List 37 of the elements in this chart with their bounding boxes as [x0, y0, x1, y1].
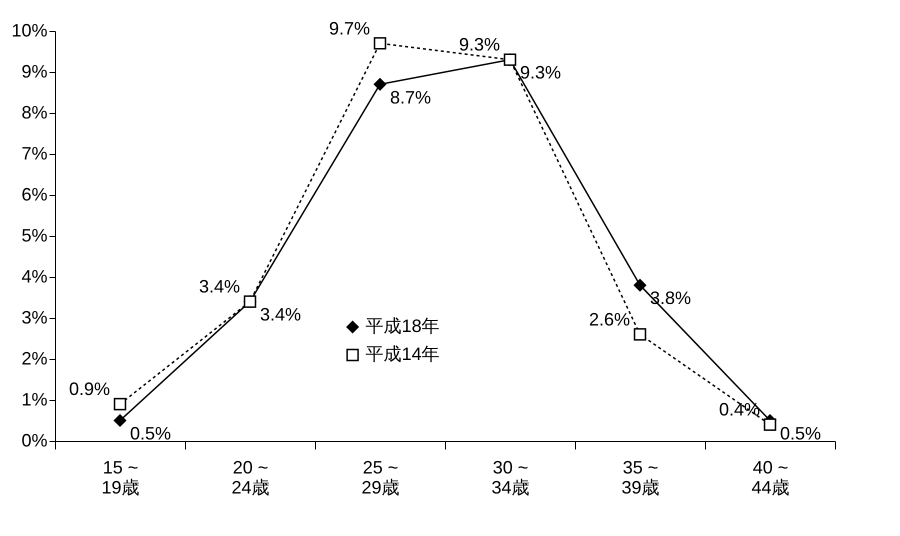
point — [114, 398, 126, 410]
y-tick-label: 6% — [21, 184, 48, 204]
legend-label: 平成14年 — [366, 344, 440, 364]
x-tick-label: 20 ~ 24歳 — [231, 458, 270, 498]
y-tick-label: 3% — [21, 308, 48, 328]
y-tick-label: 1% — [21, 390, 48, 410]
y-tick-label: 0% — [21, 430, 48, 450]
data-label: 0.5% — [780, 424, 822, 444]
x-tick-label: 30 ~ 34歳 — [491, 458, 530, 498]
data-label: 2.6% — [588, 309, 630, 330]
data-label: 9.3% — [520, 62, 562, 83]
point — [114, 414, 126, 427]
x-tick-label: 35 ~ 39歳 — [621, 458, 660, 498]
y-tick-label: 10% — [11, 20, 48, 40]
x-tick-label: 25 ~ 29歳 — [361, 458, 400, 498]
y-tick-label: 8% — [21, 102, 48, 122]
point — [374, 78, 386, 91]
legend-label: 平成18年 — [366, 316, 440, 336]
data-label: 3.8% — [650, 288, 692, 308]
data-label: 9.3% — [458, 34, 500, 55]
y-tick-label: 5% — [21, 226, 48, 246]
point — [764, 418, 776, 431]
point — [374, 37, 386, 50]
data-label: 3.4% — [260, 304, 302, 325]
data-label: 0.5% — [130, 424, 172, 444]
point — [634, 278, 646, 292]
data-label: 8.7% — [390, 87, 432, 108]
y-tick-label: 4% — [21, 266, 48, 286]
data-label: 0.9% — [68, 379, 110, 400]
data-label: 3.4% — [198, 276, 240, 297]
y-tick-label: 7% — [21, 144, 48, 164]
y-tick-label: 9% — [21, 62, 48, 82]
data-label: 9.7% — [328, 18, 370, 38]
y-tick-label: 2% — [21, 348, 48, 368]
x-tick-label: 15 ~ 19歳 — [101, 458, 140, 498]
point — [634, 328, 646, 341]
x-tick-label: 40 ~ 44歳 — [751, 458, 790, 498]
